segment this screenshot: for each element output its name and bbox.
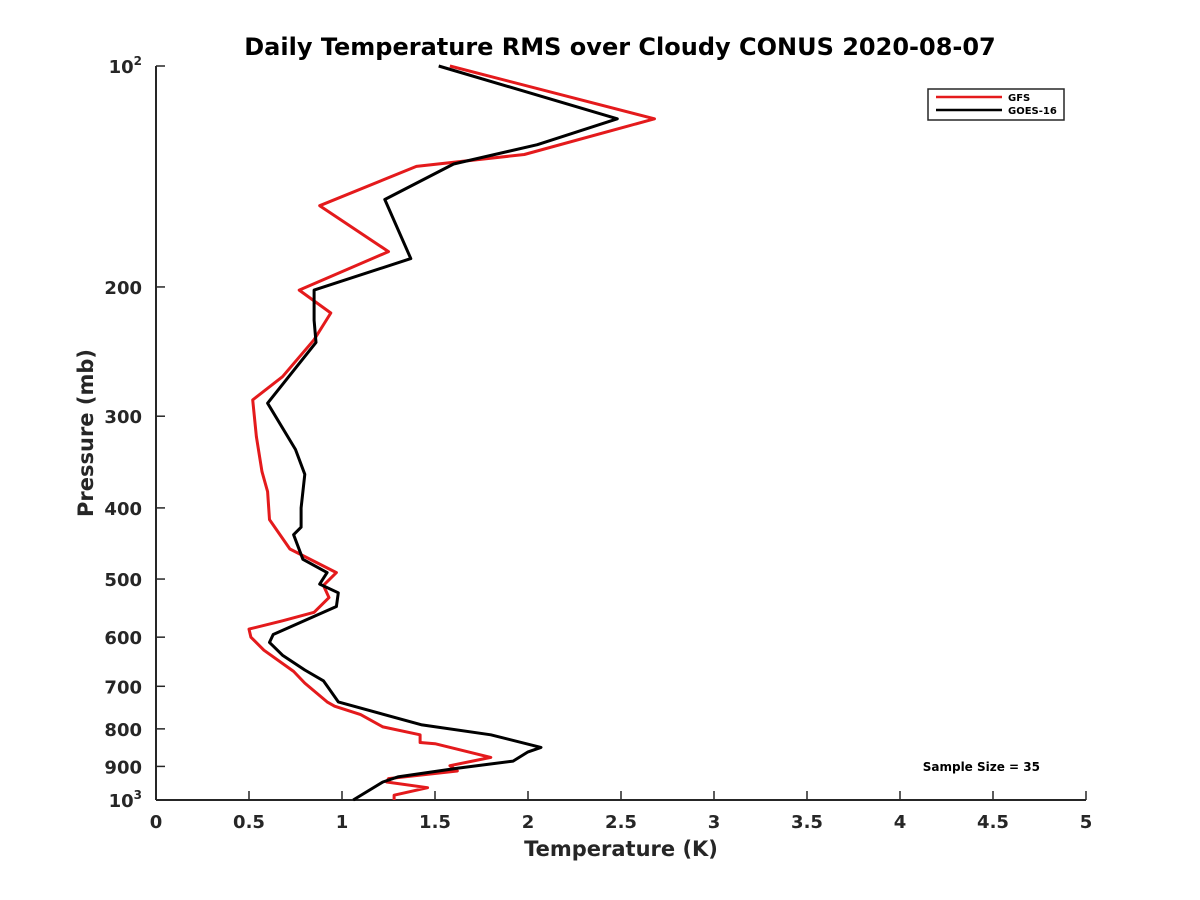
x-tick-label: 2.5 (605, 812, 637, 833)
y-tick-label: 400 (104, 499, 142, 520)
x-tick-label: 4.5 (977, 812, 1009, 833)
x-tick-label: 3 (708, 812, 721, 833)
series-line-gfs (247, 64, 656, 800)
y-tick-label: 102 (109, 54, 142, 78)
x-tick-label: 0.5 (233, 812, 265, 833)
y-tick-label: 200 (104, 278, 142, 299)
y-ticks-group: 102 200 300 400 500 600 700 800 900 103 (104, 54, 165, 812)
y-tick-label: 500 (104, 570, 142, 591)
x-tick-label: 0 (150, 812, 163, 833)
x-tick-label: 2 (522, 812, 535, 833)
legend-label-goes16: GOES-16 (1008, 106, 1057, 117)
y-tick-label: 600 (104, 628, 142, 649)
chart-title: Daily Temperature RMS over Cloudy CONUS … (244, 33, 996, 61)
x-tick-label: 4 (894, 812, 907, 833)
y-tick-label: 900 (104, 757, 142, 778)
y-tick-label: 700 (104, 677, 142, 698)
sample-size-annotation: Sample Size = 35 (923, 760, 1040, 774)
x-tick-label: 3.5 (791, 812, 823, 833)
x-tick-label: 1 (336, 812, 349, 833)
legend: GFS GOES-16 (927, 88, 1065, 121)
series-group (247, 64, 656, 802)
x-ticks-group: 0 0.5 1 1.5 2 2.5 3 3.5 4 4.5 5 (150, 791, 1093, 833)
series-line-goes16 (266, 64, 619, 802)
legend-label-gfs: GFS (1008, 93, 1030, 104)
y-tick-label: 103 (109, 788, 142, 812)
legend-box (927, 88, 1065, 121)
x-axis-label: Temperature (K) (524, 837, 718, 861)
x-tick-label: 1.5 (419, 812, 451, 833)
y-tick-label: 300 (104, 407, 142, 428)
x-tick-label: 5 (1080, 812, 1093, 833)
y-tick-label: 800 (104, 720, 142, 741)
y-axis-label: Pressure (mb) (74, 349, 98, 517)
